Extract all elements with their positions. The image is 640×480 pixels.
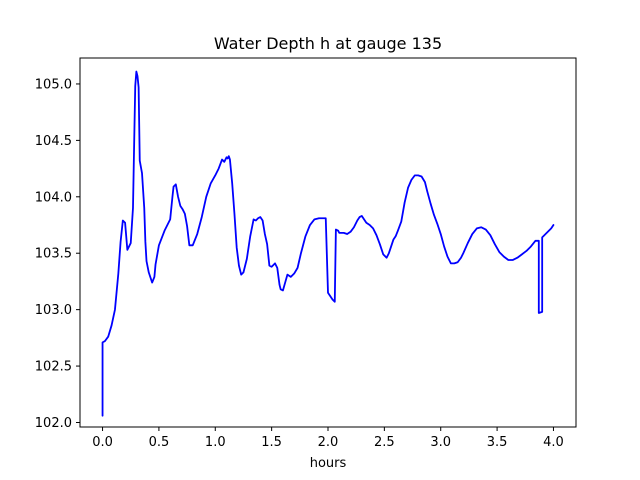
x-tick-label: 0.0 bbox=[92, 435, 113, 450]
x-tick-label: 3.0 bbox=[430, 435, 451, 450]
y-tick-label: 103.5 bbox=[35, 247, 72, 262]
y-tick-label: 102.0 bbox=[35, 416, 72, 431]
y-tick-label: 105.0 bbox=[35, 77, 72, 92]
y-tick-label: 102.5 bbox=[35, 360, 72, 375]
x-tick-label: 2.5 bbox=[374, 435, 395, 450]
x-tick-label: 1.5 bbox=[261, 435, 282, 450]
x-tick-label: 2.0 bbox=[318, 435, 339, 450]
y-tick-label: 104.5 bbox=[35, 134, 72, 149]
y-axis: 102.0 102.5 103.0 103.5 104.0 104.5 105.0 bbox=[35, 77, 80, 431]
x-tick-label: 4.0 bbox=[543, 435, 564, 450]
y-tick-label: 103.0 bbox=[35, 303, 72, 318]
x-tick-label: 1.0 bbox=[205, 435, 226, 450]
water-depth-series-line bbox=[101, 70, 555, 417]
series-layer bbox=[101, 70, 555, 417]
x-tick-label: 0.5 bbox=[149, 435, 170, 450]
x-axis: 0.0 0.5 1.0 1.5 2.0 2.5 3.0 3.5 4.0 bbox=[92, 427, 564, 450]
x-axis-label: hours bbox=[310, 456, 347, 471]
chart-title: Water Depth h at gauge 135 bbox=[214, 34, 442, 53]
x-tick-label: 3.5 bbox=[487, 435, 508, 450]
y-tick-label: 104.0 bbox=[35, 190, 72, 205]
